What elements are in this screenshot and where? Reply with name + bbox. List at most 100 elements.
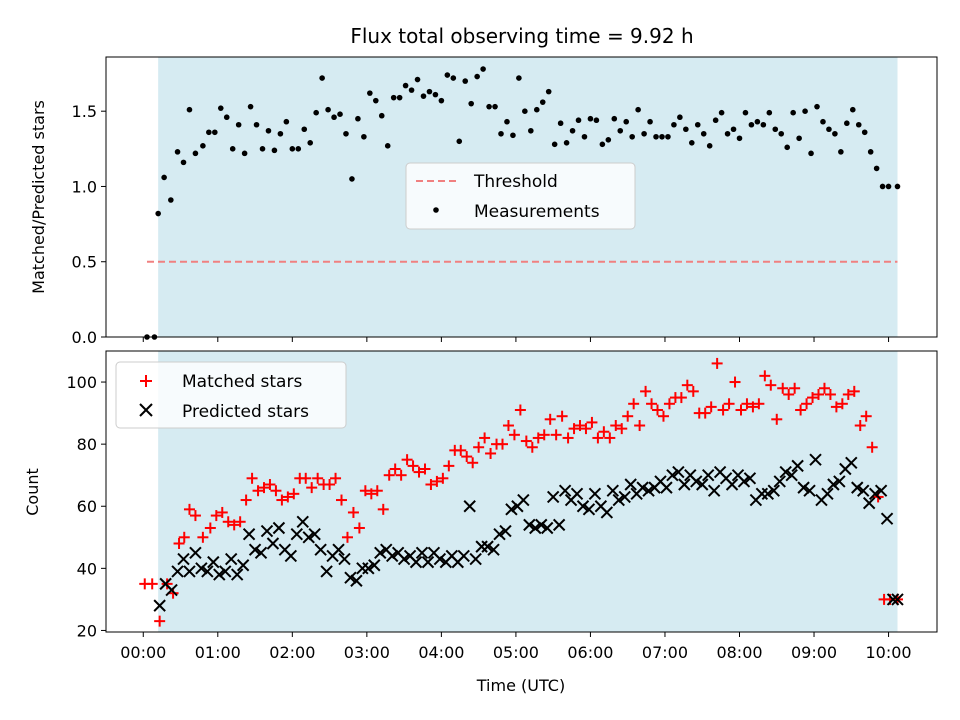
bottom-xtick-label: 06:00	[567, 643, 613, 662]
matched-star-point	[324, 479, 336, 491]
matched-star-point	[675, 392, 687, 404]
predicted-star-point	[314, 543, 327, 556]
predicted-star-point	[213, 568, 226, 581]
measurement-point	[808, 150, 814, 157]
measurement-point	[557, 120, 564, 127]
measurement-point	[450, 75, 457, 81]
measurement-point	[186, 106, 193, 113]
measurement-point	[826, 126, 832, 133]
predicted-star-point	[666, 468, 679, 482]
matched-star-point	[431, 475, 443, 487]
matched-star-point	[765, 379, 777, 391]
predicted-star-stroke-b	[290, 527, 304, 541]
predicted-star-point	[189, 546, 202, 560]
matched-star-point	[842, 388, 854, 400]
top-legend-label-threshold: Threshold	[473, 172, 558, 192]
predicted-star-point	[493, 527, 506, 541]
predicted-star-stroke-b	[320, 565, 333, 578]
bottom-ytick-label: 40	[77, 559, 97, 578]
measurement-point	[192, 150, 199, 157]
bottom-predicted-layer	[153, 453, 904, 612]
matched-star-point	[783, 388, 795, 400]
predicted-star-stroke-b	[785, 468, 798, 482]
predicted-star-point	[463, 500, 476, 513]
predicted-star-stroke-b	[713, 465, 727, 479]
measurement-point	[468, 100, 474, 107]
measurement-point	[844, 120, 850, 127]
predicted-star-point	[308, 527, 321, 541]
matched-star-point	[407, 460, 419, 472]
bottom-legend-label-matched: Matched stars	[182, 372, 302, 392]
bottom-ytick-label: 80	[77, 435, 97, 454]
matched-star-point	[347, 506, 359, 518]
measurement-point	[730, 126, 737, 133]
predicted-star-stroke-b	[385, 549, 399, 563]
bottom-xtick-label: 01:00	[195, 643, 241, 662]
bottom-xtick-label: 04:00	[418, 643, 464, 662]
matched-star-point	[681, 379, 693, 391]
measurement-point	[337, 111, 343, 118]
predicted-star-stroke-b	[672, 465, 685, 479]
matched-legend-swatch	[140, 375, 152, 387]
predicted-star-point	[886, 593, 900, 606]
predicted-star-stroke-b	[779, 465, 792, 479]
matched-star-point	[699, 407, 711, 419]
predicted-star-point	[891, 593, 904, 606]
matched-star-point	[628, 398, 640, 410]
measurement-point	[861, 129, 868, 136]
matched-star-point	[747, 401, 759, 413]
measurement-point	[539, 99, 546, 105]
predicted-star-point	[845, 456, 858, 469]
measurement-point	[700, 130, 707, 137]
measurement-point	[174, 149, 181, 155]
measurement-point	[867, 149, 874, 155]
matched-star-point	[330, 472, 342, 484]
predicted-star-point	[701, 468, 715, 482]
matched-star-point	[502, 420, 514, 432]
measurement-point	[790, 109, 796, 116]
matched-star-point	[735, 404, 747, 416]
matched-star-point	[419, 463, 431, 475]
matched-star-point	[425, 479, 437, 491]
predicted-star-point	[207, 555, 220, 569]
predicted-star-stroke-b	[219, 565, 232, 578]
measurement-point	[504, 118, 510, 125]
measurement-point	[510, 132, 516, 139]
top-points-layer	[144, 66, 901, 340]
predicted-star-stroke-b	[773, 475, 786, 488]
measurement-point	[438, 97, 445, 104]
matched-star-point	[383, 469, 395, 481]
matched-star-point	[508, 429, 520, 441]
predicted-star-point	[642, 484, 655, 497]
matched-star-point	[252, 485, 264, 497]
matched-star-point	[604, 432, 616, 444]
matched-star-point	[562, 432, 574, 444]
predicted-star-stroke-b	[302, 531, 315, 544]
predicted-star-point	[415, 546, 429, 560]
matched-star-point	[496, 438, 508, 450]
matched-star-point	[173, 538, 185, 550]
predicted-star-stroke-b	[797, 481, 810, 494]
measurement-point	[894, 183, 901, 190]
predicted-star-point	[606, 484, 620, 497]
measurement-point	[277, 130, 284, 137]
measurement-point	[683, 126, 689, 133]
measurement-point	[349, 176, 355, 182]
measurement-point	[599, 141, 606, 148]
measurement-point	[325, 106, 331, 113]
measurement-point	[778, 130, 785, 137]
measurement-point	[307, 140, 314, 146]
predicted-star-point	[773, 475, 786, 488]
matched-star-point	[586, 416, 598, 428]
predicted-star-stroke-b	[529, 521, 542, 535]
matched-star-point	[154, 615, 166, 627]
predicted-star-point	[874, 484, 888, 497]
predicted-star-stroke-b	[576, 500, 590, 513]
predicted-star-point	[523, 518, 536, 532]
predicted-star-stroke-b	[588, 487, 602, 501]
matched-star-point	[836, 398, 848, 410]
predicted-star-stroke-b	[791, 459, 804, 473]
predicted-star-point	[457, 549, 470, 563]
predicted-star-stroke-b	[153, 599, 166, 612]
predicted-star-stroke-b	[296, 515, 309, 528]
